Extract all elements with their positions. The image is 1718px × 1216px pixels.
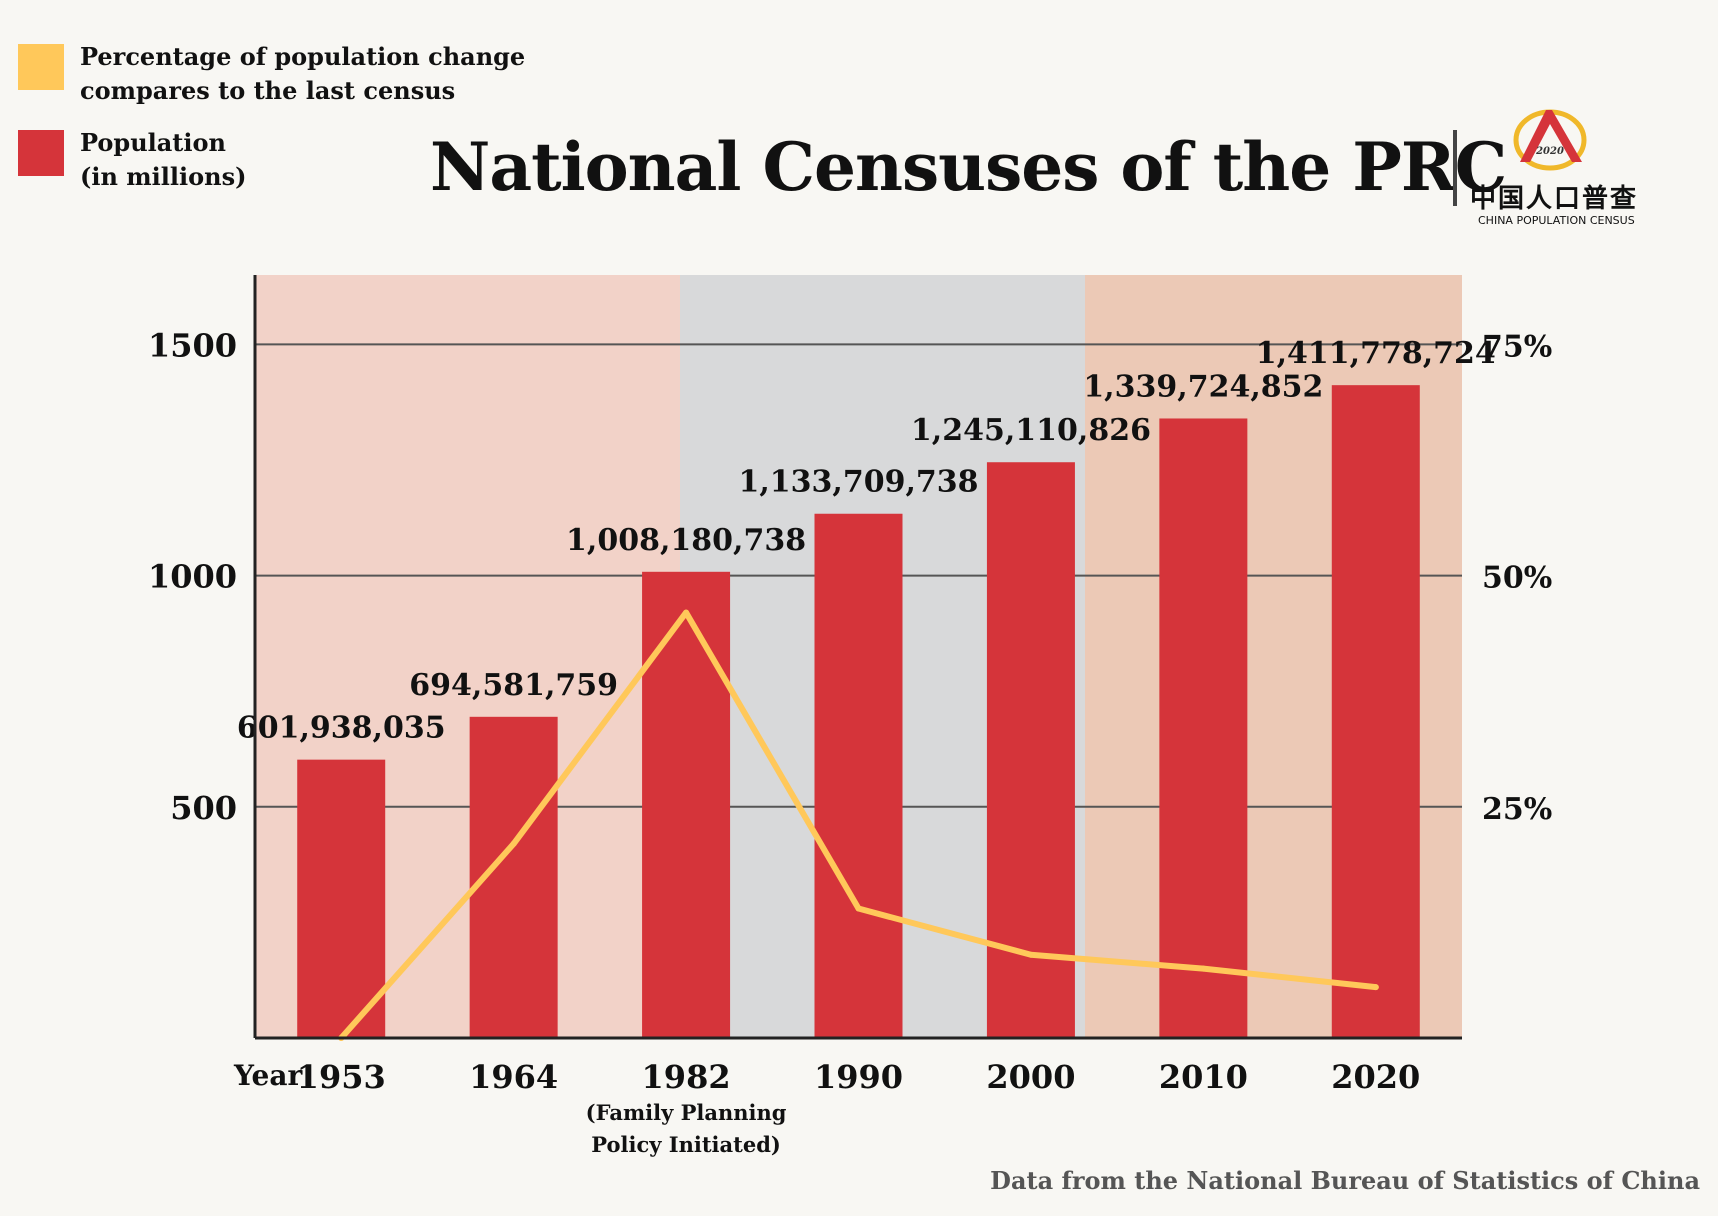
x-tick-label-1990: 1990 bbox=[814, 1058, 903, 1096]
percentage-point-1964 bbox=[510, 840, 517, 847]
bar-data-label-2000: 1,245,110,826 bbox=[911, 413, 1151, 448]
bar-1982 bbox=[642, 571, 731, 1038]
x-tick-label-2020: 2020 bbox=[1331, 1058, 1420, 1096]
percentage-point-2020 bbox=[1372, 984, 1379, 991]
x-tick-note-1982-line-0: (Family Planning bbox=[586, 1100, 787, 1125]
bar-2020 bbox=[1331, 385, 1420, 1038]
legend-swatch-population bbox=[18, 130, 64, 176]
bar-data-label-2020: 1,411,778,724 bbox=[1256, 336, 1496, 371]
percentage-point-1982 bbox=[683, 609, 690, 616]
y-left-tick-label-1000: 1000 bbox=[148, 558, 237, 596]
y-right-tick-label-50: 50% bbox=[1482, 561, 1552, 596]
percentage-point-2010 bbox=[1200, 965, 1207, 972]
x-tick-label-2000: 2000 bbox=[986, 1058, 1075, 1096]
y-left-tick-label-500: 500 bbox=[170, 789, 237, 827]
y-right-tick-label-75: 75% bbox=[1482, 329, 1552, 364]
legend-label-percentage: Percentage of population change compares… bbox=[80, 42, 526, 105]
bar-data-label-1990: 1,133,709,738 bbox=[738, 465, 978, 500]
logo-chinese-text: 中国人口普查 bbox=[1470, 184, 1639, 214]
x-tick-label-1982: 1982 bbox=[642, 1058, 731, 1096]
y-right-tick-label-25: 25% bbox=[1482, 792, 1552, 827]
bar-2000 bbox=[986, 462, 1075, 1038]
bar-data-label-1982: 1,008,180,738 bbox=[566, 523, 806, 558]
x-tick-label-1964: 1964 bbox=[469, 1058, 558, 1096]
chart-title: National Censuses of the PRC bbox=[430, 128, 1507, 206]
bar-1990 bbox=[814, 513, 903, 1038]
census-emblem-icon: 2020 bbox=[1513, 109, 1587, 171]
x-tick-label-2010: 2010 bbox=[1159, 1058, 1248, 1096]
legend-label-population: Population (in millions) bbox=[80, 128, 247, 191]
bar-data-label-2010: 1,339,724,852 bbox=[1083, 369, 1323, 404]
percentage-point-1990 bbox=[855, 905, 862, 912]
bar-data-label-1964: 694,581,759 bbox=[409, 668, 618, 703]
x-tick-note-1982-line-1: Policy Initiated) bbox=[591, 1132, 781, 1157]
bar-2010 bbox=[1159, 418, 1248, 1038]
bar-1953 bbox=[297, 759, 386, 1038]
title-divider bbox=[1453, 130, 1457, 206]
logo-english-text: CHINA POPULATION CENSUS bbox=[1478, 214, 1635, 227]
percentage-point-2000 bbox=[1027, 951, 1034, 958]
census-logo: 2020 中国人口普查 CHINA POPULATION CENSUS bbox=[1470, 100, 1670, 230]
legend-swatch-percentage bbox=[18, 44, 64, 90]
source-note: Data from the National Bureau of Statist… bbox=[990, 1166, 1700, 1195]
x-axis-label: Year bbox=[233, 1059, 304, 1092]
bar-data-label-1953: 601,938,035 bbox=[237, 711, 446, 746]
y-left-tick-label-1500: 1500 bbox=[148, 326, 237, 364]
logo-year: 2020 bbox=[1535, 146, 1564, 157]
x-tick-label-1953: 1953 bbox=[297, 1058, 386, 1096]
